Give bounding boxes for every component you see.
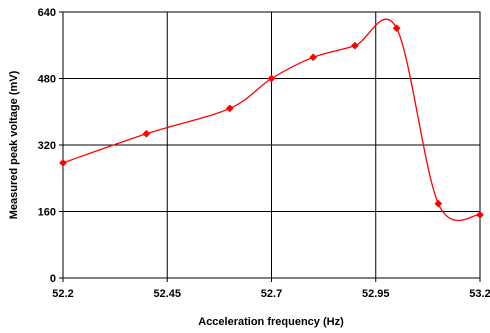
data-point-marker: [142, 129, 151, 138]
y-tick-label: 0: [50, 273, 56, 285]
y-axis-title: Measured peak voltage (mV): [8, 70, 20, 219]
y-axis-ticks: 0 160 320 480 640: [38, 7, 63, 285]
x-tick-label: 53.2: [469, 288, 490, 300]
data-point-marker: [59, 158, 67, 167]
x-tick-label: 52.2: [52, 288, 73, 300]
data-point-marker: [267, 74, 276, 83]
x-tick-label: 52.45: [153, 288, 181, 300]
x-tick-label: 52.7: [261, 288, 282, 300]
y-tick-label: 320: [38, 140, 56, 152]
series-line: [62, 18, 481, 222]
data-point-marker: [309, 53, 318, 62]
y-tick-label: 640: [38, 7, 56, 19]
x-tick-label: 52.95: [362, 288, 390, 300]
x-axis-ticks: 52.2 52.45 52.7 52.95 53.2: [52, 278, 490, 300]
y-tick-label: 480: [38, 74, 56, 86]
data-point-marker: [225, 104, 234, 113]
data-point-marker: [476, 210, 484, 219]
data-point-marker: [434, 199, 443, 208]
series-layer: [59, 18, 484, 222]
data-point-marker: [350, 41, 359, 50]
y-tick-label: 160: [38, 207, 56, 219]
plot-area: [62, 11, 481, 279]
x-axis-title: Acceleration frequency (Hz): [198, 316, 344, 328]
data-point-marker: [392, 24, 401, 33]
